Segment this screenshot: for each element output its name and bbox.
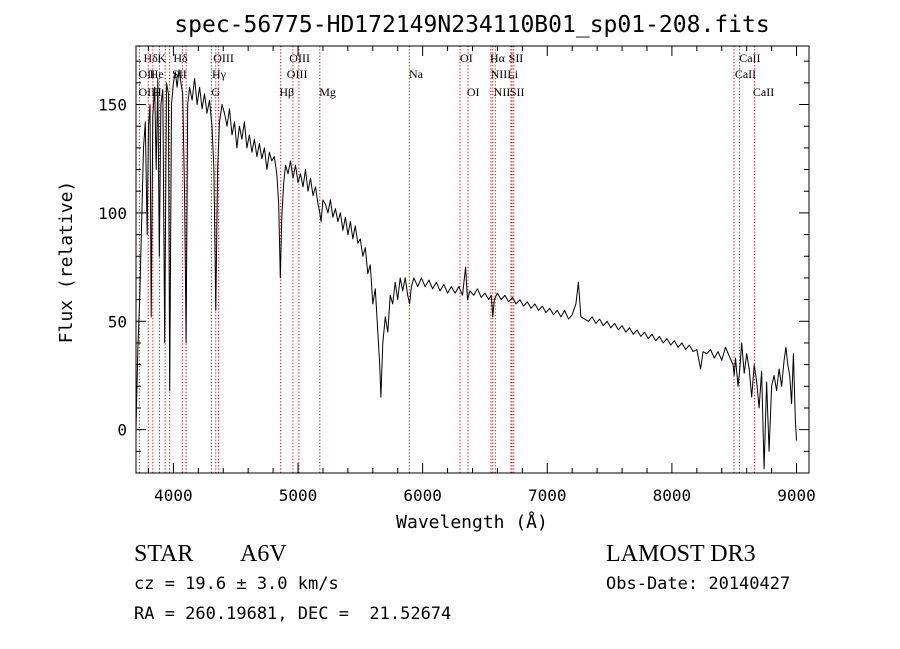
y-axis: 0 50 100 150 [98, 60, 809, 452]
line-label-26: CaII [753, 85, 774, 99]
x-tick-label-5: 9000 [777, 486, 816, 505]
line-label-24: NII [494, 85, 511, 99]
line-label-5: OI [460, 51, 473, 65]
line-label-22: Mg [319, 85, 336, 99]
redshift-cz: cz = 19.6 ± 3.0 km/s [134, 574, 339, 594]
line-label-12: Hγ [212, 67, 227, 81]
line-label-8: CaII [739, 51, 760, 65]
line-label-14: Na [409, 67, 424, 81]
line-label-7: SII [509, 51, 524, 65]
line-label-21: Hβ [279, 85, 294, 99]
y-tick-label-3: 150 [98, 96, 127, 115]
x-tick-label-2: 6000 [403, 486, 442, 505]
obs-date: Obs-Date: 20140427 [606, 574, 791, 594]
line-label-4: OIII [289, 51, 310, 65]
line-label-0: Hδ [143, 51, 158, 65]
x-tick-label-1: 5000 [279, 486, 318, 505]
line-label-17: CaII [735, 67, 756, 81]
x-axis: 4000 5000 6000 7000 8000 9000 [147, 46, 816, 505]
object-class: STAR [134, 541, 194, 567]
ra-dec: RA = 260.19681, DEC = 21.52674 [134, 604, 452, 624]
line-label-3: OIII [213, 51, 234, 65]
spectral-line-markers [138, 46, 755, 473]
object-subclass: A6V [240, 541, 287, 567]
line-label-9: OII [138, 67, 155, 81]
x-axis-label: Wavelength (Å) [396, 511, 548, 533]
line-label-10: He [150, 67, 164, 81]
line-label-13: OIII [287, 67, 308, 81]
spectrum-series [135, 69, 797, 470]
line-label-20: G [211, 85, 220, 99]
survey-name: LAMOST DR3 [606, 541, 756, 567]
x-tick-label-3: 7000 [528, 486, 567, 505]
y-tick-label-2: 100 [98, 204, 127, 223]
y-axis-label: Flux (relative) [56, 181, 77, 344]
x-tick-label-4: 8000 [653, 486, 692, 505]
y-tick-label-0: 0 [117, 421, 127, 440]
line-label-16: Li [507, 67, 518, 81]
chart-title: spec-56775-HD172149N234110B01_sp01-208.f… [174, 12, 769, 38]
line-label-15: NII [491, 67, 508, 81]
line-label-1: K [157, 51, 166, 65]
line-label-25: SII [510, 85, 525, 99]
line-label-2: Hδ [173, 51, 188, 65]
line-label-6: Hα [490, 51, 506, 65]
plot-frame [135, 45, 810, 474]
y-tick-label-1: 50 [108, 312, 127, 331]
line-label-23: OI [467, 85, 480, 99]
x-tick-label-0: 4000 [154, 486, 193, 505]
spectrum-line-0 [135, 69, 797, 470]
